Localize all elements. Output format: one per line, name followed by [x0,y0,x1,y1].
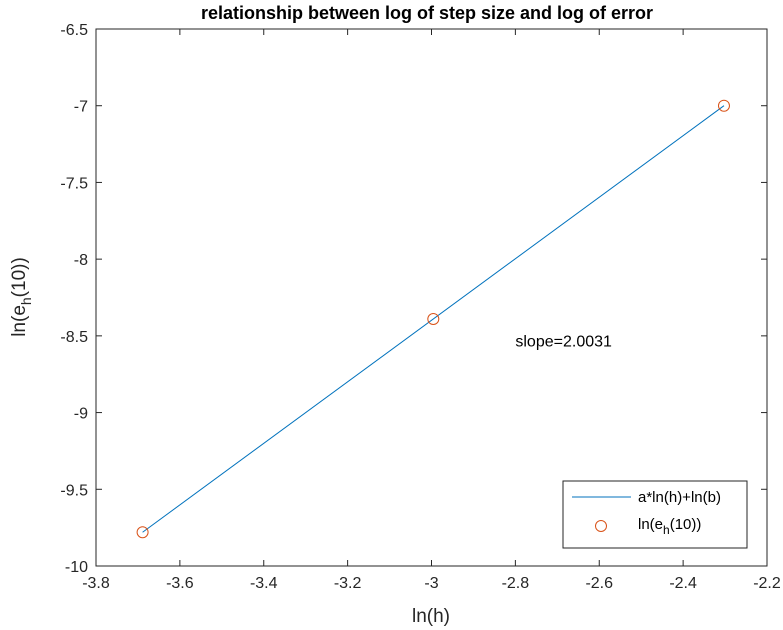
data-point-marker [427,312,440,325]
series-layer [136,99,730,539]
x-tick-label: -2.2 [753,575,781,592]
x-tick-label: -2.8 [502,575,530,592]
data-point-marker [717,99,730,112]
legend-line-label: a*ln(h)+ln(b) [638,489,721,506]
x-tick-label: -3.6 [166,575,194,592]
x-tick-label: -2.6 [585,575,613,592]
y-tick-label: -8 [74,252,88,269]
y-axis-label-main: ln(e [9,305,30,337]
chart-title: relationship between log of step size an… [201,3,653,23]
y-axis-ticks: -6.5 -7 -7.5 -8 -8.5 -9 -9.5 -10 [60,22,767,576]
legend: a*ln(h)+ln(b) ln(eh(10)) [562,480,748,549]
fit-line [142,105,725,533]
y-tick-label: -8.5 [60,329,88,346]
legend-marker-label-tail: (10)) [670,516,702,533]
x-tick-label: -3 [424,575,438,592]
x-tick-label: -3.8 [82,575,110,592]
x-tick-label: -3.4 [250,575,278,592]
y-axis-label-tail: (10)) [9,257,30,297]
data-point-marker [136,526,149,539]
legend-marker-swatch [595,520,607,532]
y-tick-label: -9 [74,406,88,423]
slope-annotation: slope=2.0031 [515,333,612,350]
y-tick-label: -10 [65,559,88,576]
y-axis-label: ln(eh(10)) [9,257,34,337]
y-tick-label: -6.5 [60,22,88,39]
plot-area: -3.8 -3.6 -3.4 -3.2 -3 -2.8 -2.6 -2.4 -2.2 -6.5-… [60,22,780,592]
legend-marker-label: ln(eh(10)) [638,516,701,537]
axes-box [95,28,768,567]
x-tick-label: -3.2 [334,575,362,592]
x-axis-label: ln(h) [412,606,450,627]
legend-marker-label-main: ln(e [638,516,663,533]
y-tick-label: -9.5 [60,482,88,499]
x-tick-label: -2.4 [669,575,697,592]
y-tick-label: -7.5 [60,175,88,192]
legend-marker-label-subscript: h [663,523,670,537]
legend-box [562,480,748,549]
y-tick-label: -7 [74,99,88,116]
x-axis-ticks: -3.8 -3.6 -3.4 -3.2 -3 -2.8 -2.6 -2.4 -2.2 [82,29,781,592]
y-axis-label-subscript: h [18,297,34,305]
